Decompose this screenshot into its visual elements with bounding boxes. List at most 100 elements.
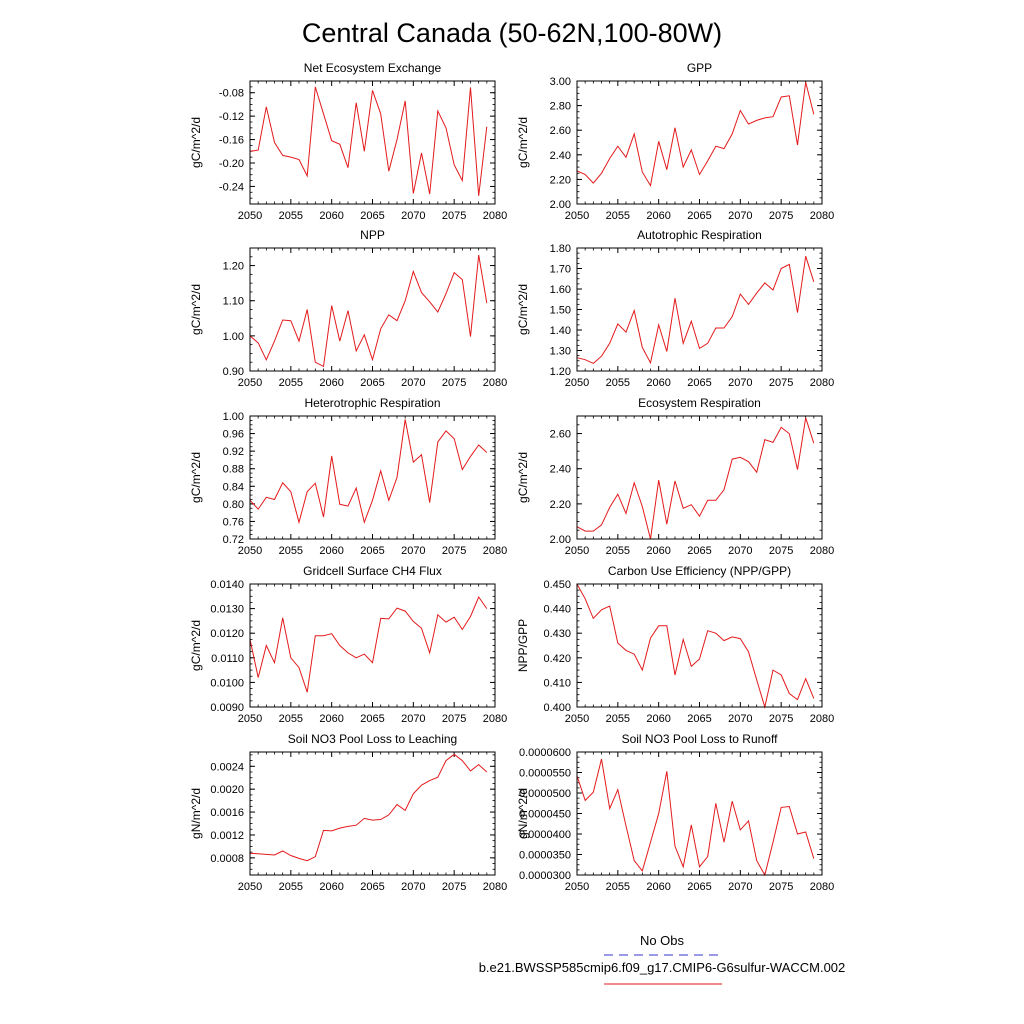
plot-frame <box>249 247 496 372</box>
y-tick-label: 0.84 <box>223 481 244 493</box>
panel-title: Autotrophic Respiration <box>637 228 762 242</box>
y-tick-label: 0.0000350 <box>519 850 571 862</box>
x-tick-label: 2055 <box>279 881 303 893</box>
y-tick-label: 0.90 <box>223 366 244 378</box>
x-tick-label: 2055 <box>279 545 303 557</box>
x-tick-label: 2060 <box>646 377 670 389</box>
x-tick-label: 2060 <box>646 881 670 893</box>
panel: Net Ecosystem Exchange gC/m^2/d 2050 2055 20… <box>189 61 507 222</box>
x-tick-label: 2080 <box>483 713 507 725</box>
y-tick-label: 0.72 <box>223 534 244 546</box>
y-tick-label: 0.450 <box>543 579 571 591</box>
figure-title: Central Canada (50-62N,100-80W) <box>302 18 722 48</box>
y-axis-label: gC/m^2/d <box>189 620 203 671</box>
plot-frame <box>249 80 496 205</box>
y-tick-label: 1.30 <box>550 346 571 358</box>
x-tick-label: 2070 <box>728 713 752 725</box>
panel-title: Net Ecosystem Exchange <box>304 61 442 75</box>
x-tick-label: 2055 <box>606 377 630 389</box>
x-tick-label: 2075 <box>769 210 793 222</box>
x-tick-label: 2050 <box>238 210 262 222</box>
x-tick-label: 2080 <box>810 545 834 557</box>
y-tick-label: 0.96 <box>223 429 244 441</box>
y-tick-label: 0.0110 <box>211 653 244 665</box>
y-tick-label: 0.88 <box>223 464 244 476</box>
series-line <box>576 758 815 877</box>
x-tick-label: 2055 <box>606 881 630 893</box>
y-tick-label: 0.410 <box>543 677 571 689</box>
x-tick-label: 2065 <box>360 881 384 893</box>
y-tick-label: 0.0020 <box>210 784 244 796</box>
x-tick-label: 2050 <box>238 713 262 725</box>
x-tick-label: 2075 <box>442 377 466 389</box>
x-tick-label: 2050 <box>565 881 589 893</box>
series-line <box>576 583 815 709</box>
y-tick-label: 1.10 <box>223 296 244 308</box>
x-tick-label: 2060 <box>646 713 670 725</box>
y-tick-label: 1.20 <box>550 366 571 378</box>
y-tick-label: 0.400 <box>543 702 571 714</box>
y-tick-label: 0.0024 <box>210 761 244 773</box>
y-tick-label: 1.20 <box>223 261 244 273</box>
y-tick-label: 0.0000600 <box>519 747 571 759</box>
x-tick-label: 2075 <box>442 713 466 725</box>
y-tick-label: 0.0120 <box>210 628 244 640</box>
panel-title: Soil NO3 Pool Loss to Runoff <box>622 732 779 746</box>
plot-frame <box>576 751 823 876</box>
plot-frame <box>576 80 823 205</box>
y-tick-label: 1.40 <box>550 325 571 337</box>
y-tick-label: 0.92 <box>223 446 244 458</box>
y-tick-label: 0.0000450 <box>519 809 571 821</box>
series-line <box>249 86 488 196</box>
x-tick-label: 2075 <box>442 545 466 557</box>
y-tick-label: 0.0008 <box>210 853 244 865</box>
series-line <box>249 419 488 525</box>
x-tick-label: 2070 <box>728 210 752 222</box>
panel: Ecosystem Respiration gC/m^2/d 2050 2055 206… <box>516 396 834 557</box>
x-tick-label: 2065 <box>687 713 711 725</box>
x-tick-label: 2065 <box>360 545 384 557</box>
y-tick-label: 2.40 <box>550 150 571 162</box>
y-tick-label: 0.0140 <box>210 579 244 591</box>
x-tick-label: 2075 <box>769 545 793 557</box>
y-tick-label: -0.12 <box>219 111 244 123</box>
x-tick-label: 2050 <box>565 545 589 557</box>
y-tick-label: 2.60 <box>550 429 571 441</box>
x-tick-label: 2060 <box>319 377 343 389</box>
plot-frame <box>249 751 496 876</box>
x-tick-label: 2050 <box>565 377 589 389</box>
y-tick-label: 1.70 <box>550 264 571 276</box>
y-tick-label: 0.0100 <box>210 677 244 689</box>
y-tick-label: -0.08 <box>219 88 244 100</box>
x-tick-label: 2050 <box>238 545 262 557</box>
y-tick-label: 1.00 <box>223 411 244 423</box>
x-tick-label: 2075 <box>442 210 466 222</box>
plot-frame <box>576 583 823 708</box>
legend-obs-label: No Obs <box>640 933 685 948</box>
x-tick-label: 2080 <box>810 713 834 725</box>
x-tick-label: 2060 <box>646 545 670 557</box>
x-tick-label: 2070 <box>728 881 752 893</box>
x-tick-label: 2055 <box>279 377 303 389</box>
x-tick-label: 2080 <box>483 545 507 557</box>
x-tick-label: 2060 <box>646 210 670 222</box>
x-tick-label: 2075 <box>769 881 793 893</box>
panel: NPP gC/m^2/d 2050 2055 2060 2065 2070 2075 2080 0… <box>189 228 507 389</box>
panel: Carbon Use Efficiency (NPP/GPP) NPP/GPP 20… <box>516 564 834 725</box>
y-tick-label: 1.50 <box>550 305 571 317</box>
x-tick-label: 2075 <box>769 713 793 725</box>
x-tick-label: 2055 <box>279 713 303 725</box>
y-tick-label: 2.60 <box>550 125 571 137</box>
panel: Gridcell Surface CH4 Flux gC/m^2/d 2050 205… <box>189 564 507 725</box>
y-axis-label: gC/m^2/d <box>189 117 203 168</box>
x-tick-label: 2065 <box>687 881 711 893</box>
panel-grid: Net Ecosystem Exchange gC/m^2/d 2050 2055 20… <box>189 61 834 893</box>
y-tick-label: 2.00 <box>550 534 571 546</box>
y-tick-label: 0.0000550 <box>519 768 571 780</box>
x-tick-label: 2050 <box>238 881 262 893</box>
x-tick-label: 2065 <box>360 713 384 725</box>
y-tick-label: 3.00 <box>550 76 571 88</box>
y-tick-label: 1.60 <box>550 284 571 296</box>
x-tick-label: 2055 <box>606 713 630 725</box>
